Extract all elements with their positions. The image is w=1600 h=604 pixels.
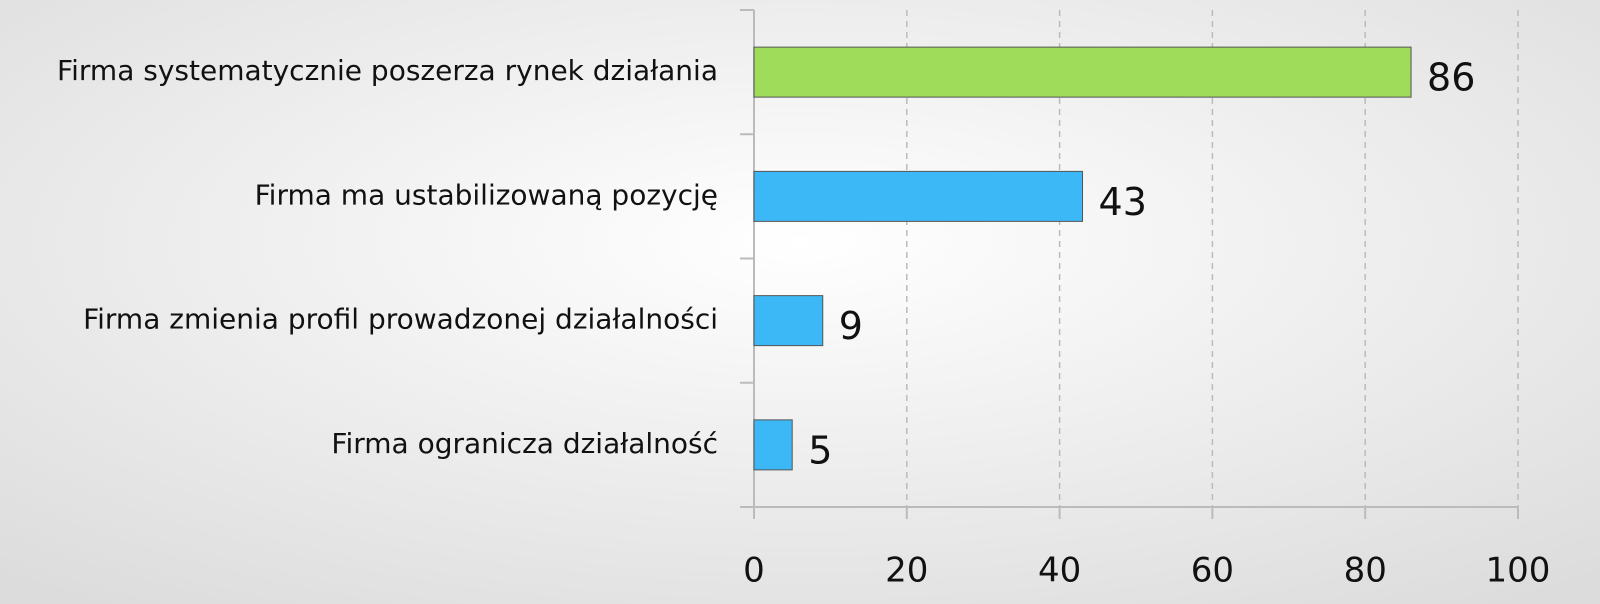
x-tick-label: 20	[885, 551, 928, 591]
value-label: 86	[1427, 56, 1475, 100]
bar	[753, 295, 824, 347]
value-label: 5	[808, 428, 832, 472]
bar	[753, 46, 1412, 98]
value-label: 9	[839, 304, 863, 348]
category-label: Firma ogranicza działalność	[331, 427, 718, 460]
category-label: Firma ma ustabilizowaną pozycję	[255, 178, 718, 211]
x-tick-label: 80	[1344, 551, 1387, 591]
category-label: Firma systematycznie poszerza rynek dzia…	[57, 54, 718, 87]
value-label: 43	[1099, 180, 1147, 224]
x-tick-label: 100	[1486, 551, 1551, 591]
x-tick-label: 0	[743, 551, 765, 591]
x-tick-label: 40	[1038, 551, 1081, 591]
x-tick-label: 60	[1191, 551, 1234, 591]
category-label: Firma zmienia profil prowadzonej działal…	[83, 303, 718, 336]
bar	[753, 170, 1084, 222]
bar	[753, 419, 793, 471]
